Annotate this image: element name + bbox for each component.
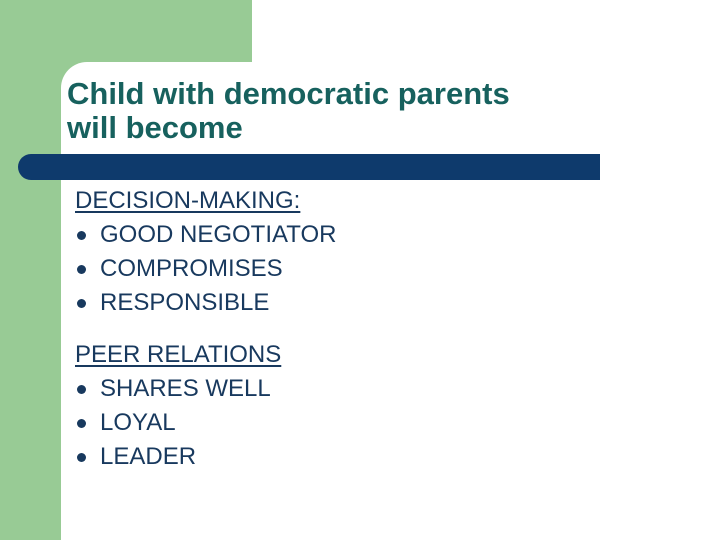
bullet-icon — [77, 452, 86, 462]
list-item-label: GOOD NEGOTIATOR — [100, 221, 337, 248]
list-item: RESPONSIBLE — [75, 286, 595, 320]
bullet-icon — [77, 298, 86, 308]
content-panel — [61, 62, 720, 540]
slide-title-line2: will become — [67, 110, 243, 145]
list-item: LOYAL — [75, 406, 595, 440]
section-heading-decision-making: DECISION-MAKING: — [75, 187, 301, 214]
section-heading-peer-relations: PEER RELATIONS — [75, 341, 282, 368]
list-item-label: LEADER — [100, 443, 197, 470]
bullet-icon — [77, 418, 86, 428]
bullet-icon — [77, 230, 86, 240]
peer-relations-list: SHARES WELL LOYAL LEADER — [75, 372, 595, 474]
bullet-icon — [77, 384, 86, 394]
decision-making-list: GOOD NEGOTIATOR COMPROMISES RESPONSIBLE — [75, 218, 595, 320]
divider-bar — [18, 154, 600, 180]
list-item: GOOD NEGOTIATOR — [75, 218, 595, 252]
list-item: SHARES WELL — [75, 372, 595, 406]
list-item-label: LOYAL — [100, 409, 176, 436]
list-item: LEADER — [75, 440, 595, 474]
slide-body: DECISION-MAKING: GOOD NEGOTIATOR COMPROM… — [75, 184, 595, 474]
bullet-icon — [77, 264, 86, 274]
list-item: COMPROMISES — [75, 252, 595, 286]
list-item-label: COMPROMISES — [100, 255, 283, 282]
slide-title-line1: Child with democratic parents — [67, 76, 510, 111]
list-item-label: RESPONSIBLE — [100, 289, 270, 316]
slide-title: Child with democratic parents will becom… — [67, 77, 607, 145]
list-item-label: SHARES WELL — [100, 375, 271, 402]
